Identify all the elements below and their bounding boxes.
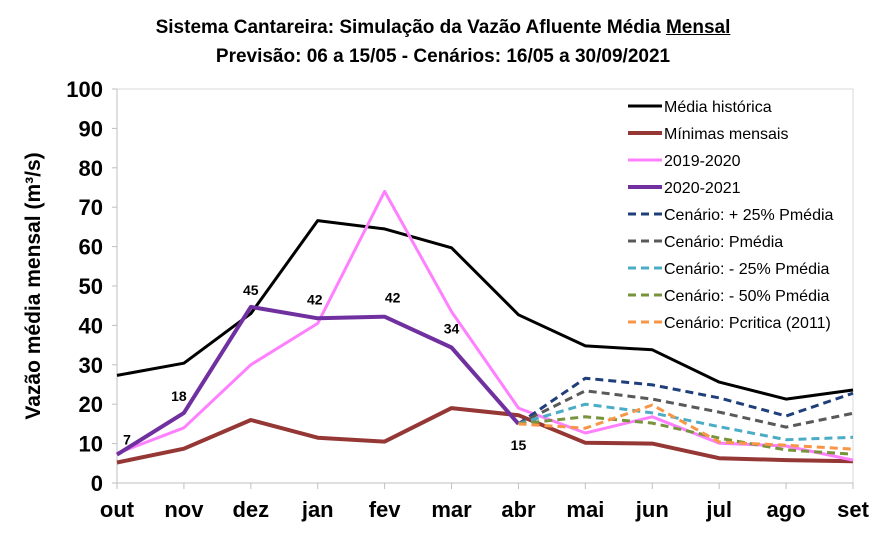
legend-label: Cenário: - 50% Pmédia: [664, 288, 830, 305]
chart-title-line2: Previsão: 06 a 15/05 - Cenários: 16/05 a…: [215, 46, 671, 67]
y-tick-label: 70: [79, 195, 103, 220]
x-tick-label: jul: [705, 497, 732, 522]
legend-label: Cenário: - 25% Pmédia: [664, 261, 830, 278]
x-tick-label: jun: [635, 497, 669, 522]
y-tick-label: 20: [79, 392, 103, 417]
title-underlined: Mensal: [665, 17, 731, 38]
legend-label: Cenário: Pmédia: [664, 234, 783, 251]
series-line-5: [517, 389, 854, 429]
legend-label: 2020-2021: [664, 180, 741, 197]
y-tick-label: 0: [91, 471, 103, 496]
x-tick-label: nov: [164, 497, 204, 522]
data-label: 45: [243, 282, 259, 298]
series-line-7: [518, 415, 854, 456]
data-label: 42: [385, 290, 401, 306]
x-tick-label: mai: [566, 497, 604, 522]
x-tick-label: fev: [369, 497, 402, 522]
series-line-8: [518, 403, 854, 451]
data-label: 34: [444, 320, 460, 336]
series-line-4: [517, 376, 854, 426]
x-tick-label: ago: [767, 497, 806, 522]
x-tick-label: set: [837, 497, 869, 522]
y-tick-label: 100: [66, 77, 103, 102]
x-tick-label: dez: [232, 497, 269, 522]
legend-label: 2019-2020: [664, 153, 741, 170]
y-tick-label: 50: [79, 274, 103, 299]
y-tick-label: 40: [79, 313, 103, 338]
y-tick-label: 10: [79, 432, 103, 457]
chart-title-line1: Sistema Cantareira: Simulação da Vazão A…: [0, 17, 886, 39]
series-line-1: [116, 406, 854, 465]
legend-label: Mínimas mensais: [664, 126, 788, 143]
plot-border: [116, 88, 854, 484]
data-label: 42: [307, 291, 323, 307]
x-tick-label: mar: [431, 497, 472, 522]
x-tick-label: out: [100, 497, 135, 522]
series-line-6: [518, 402, 854, 442]
x-tick-label: abr: [501, 497, 536, 522]
data-label: 15: [511, 437, 527, 453]
legend-label: Cenário: Pcritica (2011): [664, 315, 831, 332]
title-text: Sistema Cantareira: Simulação da Vazão A…: [155, 17, 666, 38]
data-label: 18: [171, 388, 187, 404]
legend-label: Cenário: + 25% Pmédia: [664, 207, 834, 224]
y-tick-label: 80: [79, 156, 103, 181]
y-tick-label: 30: [79, 353, 103, 378]
y-axis-label: Vazão média mensal (m³/s): [22, 152, 45, 419]
data-label: 7: [123, 432, 131, 448]
x-tick-label: jan: [301, 497, 334, 522]
y-tick-label: 90: [79, 116, 103, 141]
y-tick-label: 60: [79, 235, 103, 260]
legend-label: Média histórica: [664, 99, 772, 116]
